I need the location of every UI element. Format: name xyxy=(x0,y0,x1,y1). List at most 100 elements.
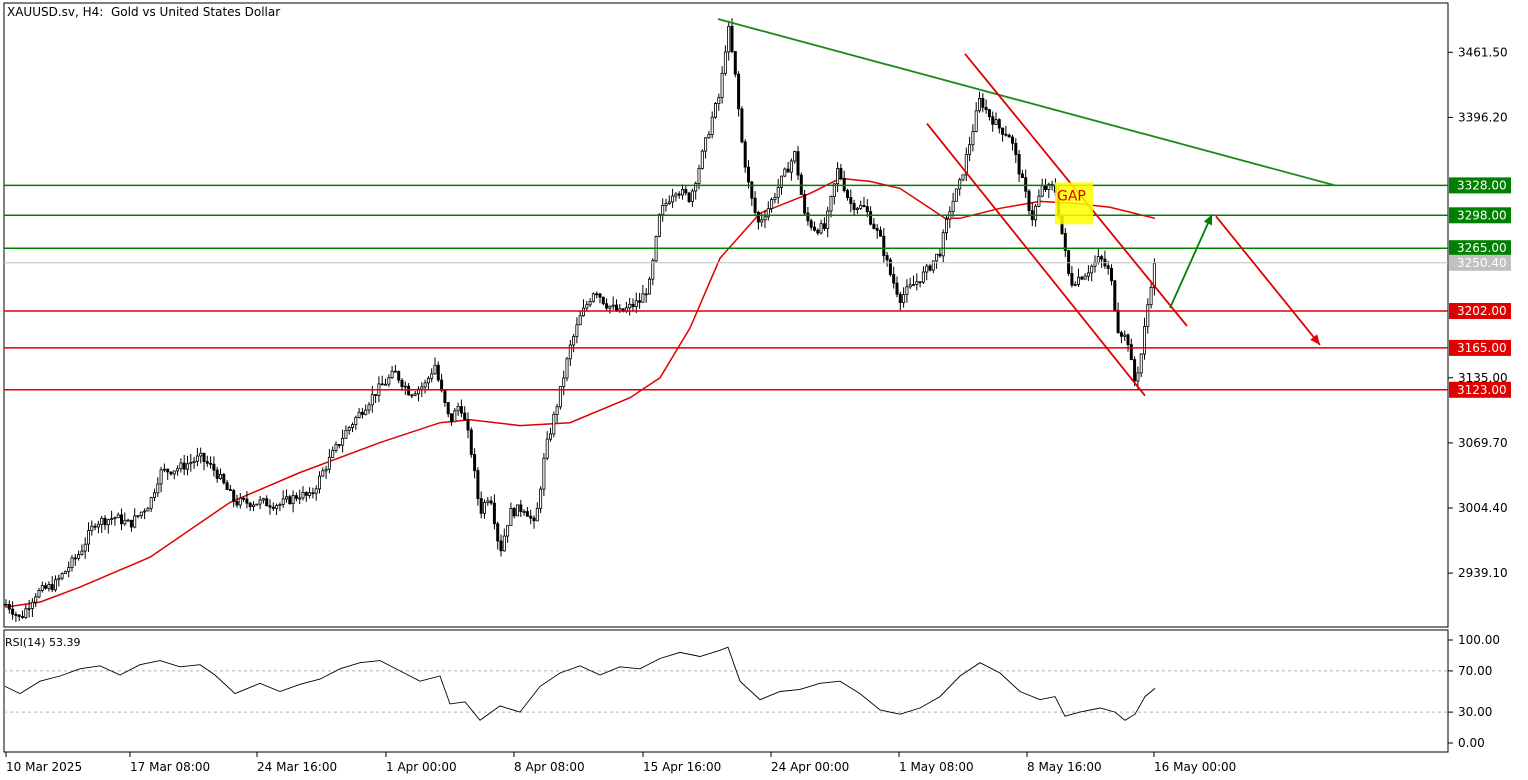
candle[interactable] xyxy=(568,340,572,367)
candle[interactable] xyxy=(202,452,206,471)
candle[interactable] xyxy=(661,198,665,222)
candle[interactable] xyxy=(205,455,209,467)
candle[interactable] xyxy=(476,467,480,506)
candle[interactable] xyxy=(964,147,968,182)
candle[interactable] xyxy=(525,507,529,517)
candle[interactable] xyxy=(185,455,189,476)
candle[interactable] xyxy=(1063,228,1067,257)
candle[interactable] xyxy=(162,463,166,473)
candle[interactable] xyxy=(1027,189,1031,216)
candle[interactable] xyxy=(354,415,358,430)
candle[interactable] xyxy=(63,570,67,575)
candle[interactable] xyxy=(582,299,586,317)
candle[interactable] xyxy=(17,614,21,621)
candle[interactable] xyxy=(271,502,275,511)
candle[interactable] xyxy=(321,467,325,477)
levels-layer[interactable]: 3328.00 3298.00 3265.00 3202.00 3165.00 3123.… xyxy=(4,177,1511,398)
candle[interactable] xyxy=(4,599,8,606)
candle[interactable] xyxy=(601,296,605,306)
candle[interactable] xyxy=(258,495,262,510)
candle[interactable] xyxy=(360,407,364,419)
candle[interactable] xyxy=(898,291,902,311)
candle[interactable] xyxy=(334,441,338,453)
candle[interactable] xyxy=(57,574,61,587)
candle[interactable] xyxy=(7,600,11,614)
candle[interactable] xyxy=(367,402,371,414)
candle[interactable] xyxy=(644,288,648,303)
candle[interactable] xyxy=(1123,330,1127,341)
candle[interactable] xyxy=(80,544,84,556)
candle[interactable] xyxy=(228,484,232,491)
candle[interactable] xyxy=(549,427,553,442)
candle[interactable] xyxy=(588,298,592,307)
candle[interactable] xyxy=(516,504,520,517)
candle[interactable] xyxy=(242,496,246,503)
candle[interactable] xyxy=(1096,247,1100,265)
candle[interactable] xyxy=(446,402,450,418)
candle[interactable] xyxy=(611,296,615,310)
candle[interactable] xyxy=(218,468,222,480)
candle[interactable] xyxy=(1149,280,1153,309)
candle[interactable] xyxy=(1113,279,1117,312)
candle[interactable] xyxy=(327,449,331,474)
candle[interactable] xyxy=(1017,150,1021,182)
candle[interactable] xyxy=(687,191,691,204)
candle[interactable] xyxy=(1103,250,1107,269)
candle[interactable] xyxy=(981,93,985,113)
candle[interactable] xyxy=(842,170,846,193)
annotations-layer[interactable]: GAP xyxy=(717,18,1336,397)
candle[interactable] xyxy=(928,264,932,272)
gap-box[interactable] xyxy=(1055,182,1093,225)
candle[interactable] xyxy=(14,611,18,622)
candle[interactable] xyxy=(120,508,124,531)
candles-layer[interactable] xyxy=(4,18,1156,622)
candle[interactable] xyxy=(400,378,404,391)
candle[interactable] xyxy=(727,20,731,61)
candle[interactable] xyxy=(347,426,351,435)
candle[interactable] xyxy=(694,181,698,200)
candle[interactable] xyxy=(331,446,335,459)
candle[interactable] xyxy=(710,111,714,139)
candle[interactable] xyxy=(756,210,760,230)
candle[interactable] xyxy=(918,281,922,288)
candle[interactable] xyxy=(1073,281,1077,287)
candle[interactable] xyxy=(294,492,298,502)
candle[interactable] xyxy=(822,217,826,231)
candle[interactable] xyxy=(486,496,490,506)
candle[interactable] xyxy=(1086,265,1090,281)
candle[interactable] xyxy=(585,300,589,312)
candle[interactable] xyxy=(1030,202,1034,227)
candle[interactable] xyxy=(763,209,767,229)
candle[interactable] xyxy=(374,394,378,403)
candle[interactable] xyxy=(529,509,533,525)
candle[interactable] xyxy=(667,195,671,206)
candle[interactable] xyxy=(572,333,576,353)
candle[interactable] xyxy=(786,162,790,173)
candle[interactable] xyxy=(1143,317,1147,360)
candle[interactable] xyxy=(238,493,242,509)
candle[interactable] xyxy=(1110,264,1114,286)
candle[interactable] xyxy=(106,518,110,534)
candle[interactable] xyxy=(707,130,711,139)
candle[interactable] xyxy=(103,515,107,530)
candle[interactable] xyxy=(631,298,635,312)
candle[interactable] xyxy=(235,494,239,508)
candle[interactable] xyxy=(1037,189,1041,208)
candle[interactable] xyxy=(704,137,708,159)
candle[interactable] xyxy=(875,224,879,239)
candle[interactable] xyxy=(733,51,737,78)
candle[interactable] xyxy=(1080,275,1084,281)
candle[interactable] xyxy=(182,455,186,476)
candle[interactable] xyxy=(888,257,892,277)
candle[interactable] xyxy=(1070,265,1074,288)
candle[interactable] xyxy=(908,277,912,289)
candle[interactable] xyxy=(855,207,859,214)
candle[interactable] xyxy=(298,489,302,504)
candle[interactable] xyxy=(416,386,420,402)
candle[interactable] xyxy=(265,495,269,507)
candle[interactable] xyxy=(466,412,470,439)
candle[interactable] xyxy=(879,226,883,237)
candle[interactable] xyxy=(413,390,417,397)
candle[interactable] xyxy=(684,186,688,196)
candle[interactable] xyxy=(545,431,549,461)
